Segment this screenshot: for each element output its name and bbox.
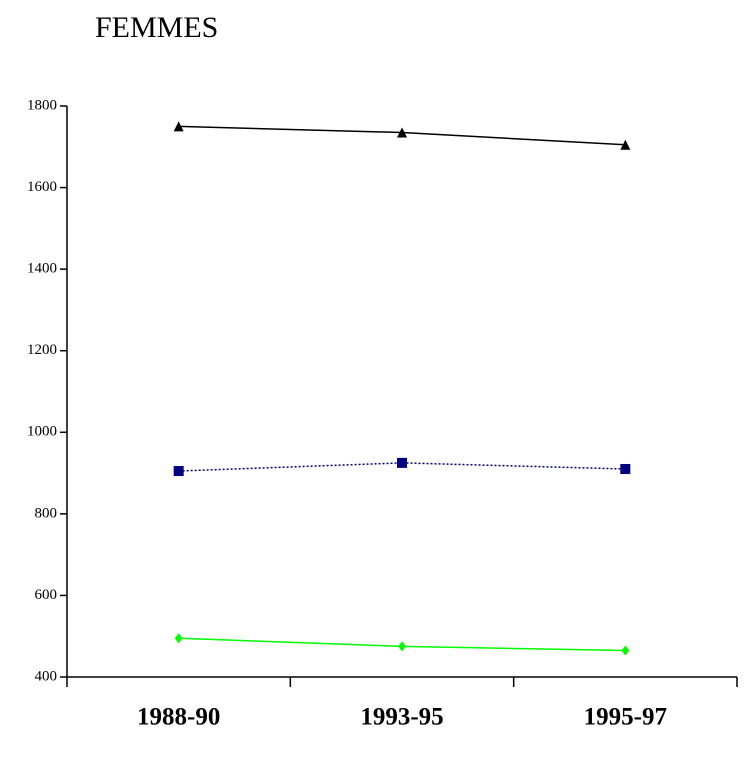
marker [620,139,631,150]
y-tick-label: 1200 [27,342,57,358]
x-tick-label: 1995-97 [584,704,667,731]
marker [173,466,184,477]
marker [398,641,406,652]
marker [397,457,407,468]
y-tick-label: 400 [35,668,58,684]
y-tick-label: 1800 [27,97,57,113]
series-line [178,462,626,472]
marker [621,645,630,656]
y-tick-label: 1000 [27,424,57,440]
y-tick-label: 600 [35,587,58,603]
y-tick-label: 1400 [27,261,57,277]
marker [397,127,407,138]
marker [620,463,631,474]
x-tick-label: 1993-95 [360,704,443,731]
x-tick-label: 1988-90 [137,704,220,731]
marker [174,633,183,644]
chart-title: FEMMES [95,11,218,44]
y-tick-label: 1600 [27,179,57,195]
y-tick-label: 800 [35,505,58,521]
marker [173,121,184,132]
